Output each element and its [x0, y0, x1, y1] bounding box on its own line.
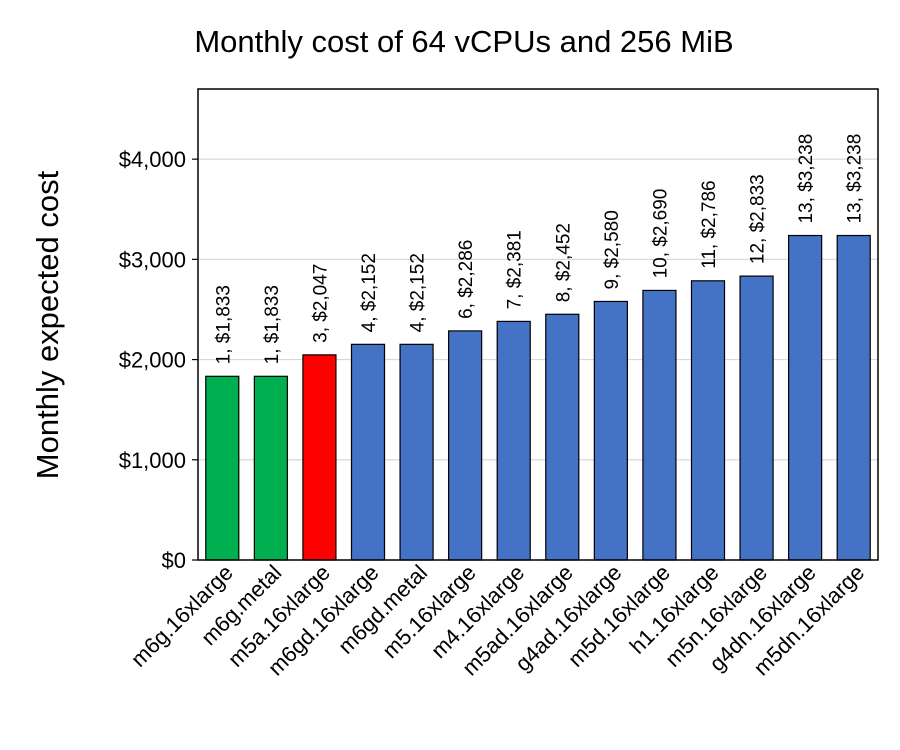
bar — [739, 275, 774, 561]
gridlines — [198, 158, 878, 461]
bar — [545, 313, 580, 561]
bar — [690, 280, 726, 561]
bar — [593, 300, 628, 561]
data-label: 1, $1,833 — [213, 285, 234, 364]
data-label: 8, $2,452 — [553, 223, 574, 302]
x-axis-ticks: m6g.16xlargem6g.metalm5a.16xlargem6gd.16… — [126, 560, 869, 681]
bar — [205, 375, 240, 561]
data-labels: 1, $1,833 1, $1,833 3, $2,047 4, $2,152 4, $… — [213, 134, 865, 365]
y-tick-label: $2,000 — [119, 348, 186, 373]
bar — [496, 320, 531, 561]
data-label: 11, $2,786 — [699, 180, 720, 268]
y-tick-label: $3,000 — [119, 247, 186, 272]
data-label: 6, $2,286 — [456, 240, 477, 319]
data-label: 4, $2,152 — [359, 253, 380, 332]
plot-area-border — [197, 88, 879, 561]
data-label: 10, $2,690 — [650, 189, 671, 279]
bar — [399, 343, 434, 561]
y-tick-label: $4,000 — [119, 147, 186, 172]
bars — [205, 234, 871, 561]
chart-title: Monthly cost of 64 vCPUs and 256 MiB — [194, 24, 733, 59]
bar — [836, 234, 871, 561]
bar — [302, 354, 337, 561]
data-label: 4, $2,152 — [408, 253, 429, 332]
bar — [350, 343, 386, 561]
bar — [253, 375, 288, 561]
data-label: 9, $2,580 — [602, 210, 623, 289]
bar — [642, 289, 677, 561]
data-label: 13, $3,238 — [845, 134, 866, 224]
data-label: 3, $2,047 — [310, 264, 331, 343]
y-tick-label: $0 — [162, 548, 186, 573]
data-label: 13, $3,238 — [796, 134, 817, 224]
data-label: 12, $2,833 — [748, 174, 769, 264]
bar — [788, 234, 823, 561]
data-label: 1, $1,833 — [262, 285, 283, 364]
data-label: 7, $2,381 — [505, 230, 526, 309]
y-tick-label: $1,000 — [119, 448, 186, 473]
y-axis-ticks: $0 $1,000 $2,000 $3,000 $4,000 — [119, 147, 198, 573]
bar — [448, 330, 483, 561]
y-axis-label: Monthly expected cost — [30, 170, 65, 479]
